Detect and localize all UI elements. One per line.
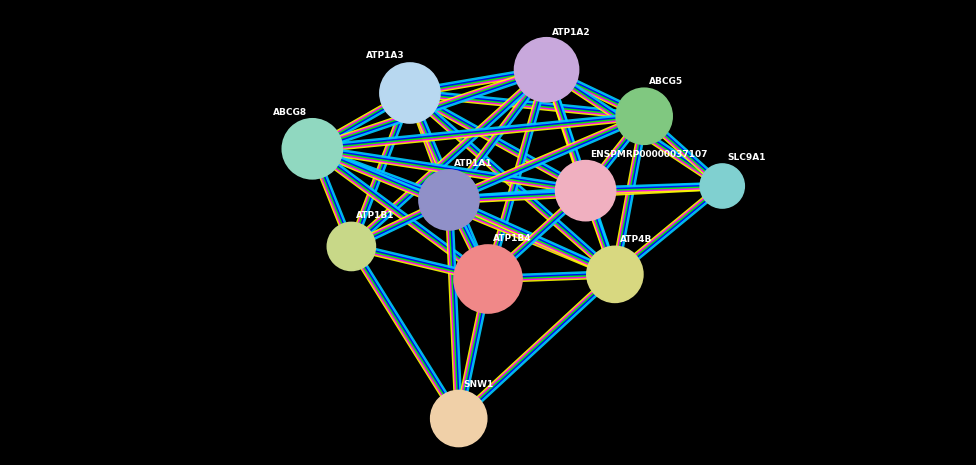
Text: ATP1B1: ATP1B1 [356,212,395,220]
Circle shape [327,222,376,271]
Text: SNW1: SNW1 [464,379,494,388]
Circle shape [514,38,579,102]
Circle shape [282,119,343,179]
Circle shape [419,170,479,230]
Text: ATP1A2: ATP1A2 [551,28,590,37]
Text: ABCG8: ABCG8 [273,108,307,117]
Circle shape [587,246,643,302]
Text: ATP1A3: ATP1A3 [366,51,405,60]
Circle shape [454,245,522,313]
Circle shape [555,160,616,221]
Circle shape [616,88,672,144]
Text: ATP4B: ATP4B [620,235,652,244]
Text: ABCG5: ABCG5 [649,77,683,86]
Text: SLC9A1: SLC9A1 [727,153,766,162]
Circle shape [700,164,745,208]
Text: ATP1A1: ATP1A1 [454,159,493,168]
Circle shape [430,391,487,446]
Text: ENSPMRP00000037107: ENSPMRP00000037107 [590,150,709,159]
Circle shape [380,63,440,123]
Text: ATP1B4: ATP1B4 [493,234,532,243]
